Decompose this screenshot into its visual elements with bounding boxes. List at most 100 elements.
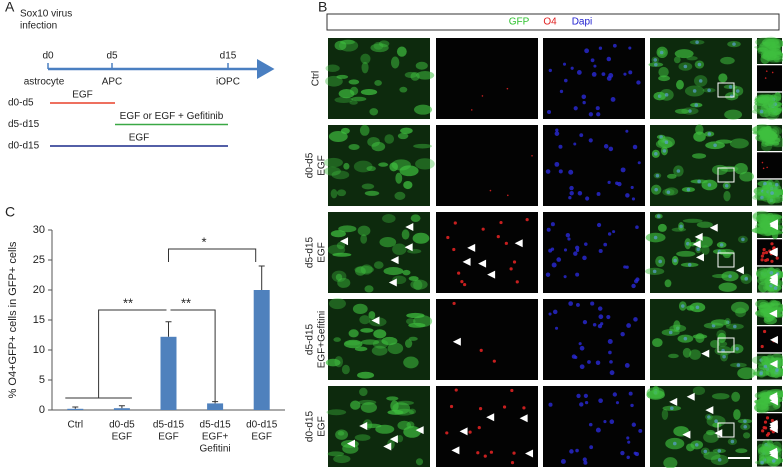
row-label-group: Ctrl <box>311 71 322 87</box>
nucleus <box>653 58 658 62</box>
nucleus <box>603 242 608 247</box>
nucleus <box>592 322 597 327</box>
cell <box>372 339 389 349</box>
nucleus <box>563 275 567 279</box>
arrowhead <box>769 360 778 369</box>
cell <box>338 225 357 233</box>
cell <box>350 400 361 410</box>
nucleus <box>771 459 776 463</box>
cell <box>754 229 768 235</box>
nucleus <box>775 368 779 372</box>
cell <box>415 158 435 170</box>
y-axis-label: % O4+GFP+ cells in GFP+ cells <box>7 241 19 398</box>
y-tick-label: 25 <box>33 254 45 266</box>
nucleus <box>773 286 778 290</box>
nucleus <box>574 355 578 360</box>
o4-cell <box>525 218 529 222</box>
nucleus <box>612 43 617 48</box>
row-label: EGF <box>317 242 328 263</box>
cell <box>364 285 374 293</box>
nucleus <box>598 314 604 320</box>
row-label-group: d5-d15 EGF <box>305 236 328 268</box>
timepoint-label: d0 <box>42 51 54 62</box>
o4-cell <box>761 161 764 164</box>
cell <box>383 267 404 276</box>
nucleus <box>603 420 607 424</box>
arrowhead <box>452 337 461 346</box>
o4-cell <box>772 246 776 250</box>
nucleus <box>626 436 630 440</box>
micrograph <box>436 38 538 119</box>
nucleus <box>631 422 637 427</box>
nucleus <box>607 232 612 236</box>
cell <box>370 43 389 53</box>
row-label: d5-d15 <box>305 323 316 355</box>
nucleus <box>576 302 580 307</box>
inset-box <box>717 337 735 353</box>
treatment-label: d0-d5 <box>8 98 34 109</box>
nucleus <box>573 251 578 256</box>
cell <box>674 49 694 59</box>
x-tick-label: d5-d15 <box>200 420 232 431</box>
nucleus <box>676 169 681 173</box>
nucleus <box>612 230 616 234</box>
o4-cell <box>531 155 533 157</box>
cell <box>668 353 679 359</box>
inset-box <box>717 252 735 268</box>
micrograph <box>436 212 538 293</box>
arrowhead <box>695 253 704 262</box>
nucleus <box>759 371 763 376</box>
cell <box>410 214 421 222</box>
cell <box>334 96 354 103</box>
nucleus <box>608 350 612 355</box>
arrowhead <box>486 413 495 422</box>
o4-cell <box>765 416 770 420</box>
cell <box>397 132 409 140</box>
cell <box>413 143 432 149</box>
nucleus <box>729 94 734 99</box>
cell <box>408 336 418 341</box>
row-label: d0-d15 <box>305 410 316 442</box>
nucleus <box>587 360 591 364</box>
cell <box>354 346 368 352</box>
o4-cell <box>775 256 779 260</box>
timepoint-label: d5 <box>106 51 118 62</box>
cell <box>674 108 690 114</box>
cell <box>354 265 375 274</box>
nucleus <box>625 265 629 269</box>
nucleus <box>562 62 567 66</box>
cell <box>710 339 721 349</box>
o4-cell <box>477 426 481 430</box>
arrowhead <box>694 232 703 241</box>
nucleus <box>595 427 601 433</box>
cell <box>325 64 340 73</box>
significance-label: * <box>201 234 206 249</box>
cell <box>360 339 380 345</box>
nucleus <box>654 187 658 192</box>
cell <box>359 387 368 397</box>
o4-cell <box>770 259 774 263</box>
nucleus <box>582 320 588 325</box>
cell <box>404 339 413 348</box>
o4-cell <box>479 348 483 352</box>
o4-cell <box>760 254 765 258</box>
cell <box>369 108 379 116</box>
nucleus <box>569 449 574 454</box>
o4-cell <box>762 167 765 170</box>
nucleus <box>579 364 585 370</box>
nucleus <box>697 179 701 184</box>
arrowhead <box>462 257 471 266</box>
nucleus <box>670 406 674 411</box>
cell <box>754 191 773 201</box>
channel-label: Dapi <box>572 17 593 28</box>
cell <box>737 367 756 380</box>
cell <box>323 157 343 168</box>
micrograph <box>436 386 538 467</box>
nucleus <box>730 439 735 444</box>
cell <box>735 448 748 454</box>
nucleus <box>638 428 643 433</box>
cell <box>341 364 350 375</box>
cell <box>762 355 775 363</box>
arrowhead <box>769 392 778 401</box>
nucleus <box>596 112 601 117</box>
